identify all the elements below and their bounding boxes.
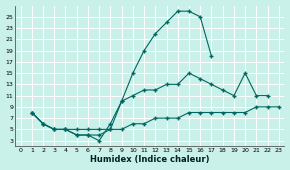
X-axis label: Humidex (Indice chaleur): Humidex (Indice chaleur)	[90, 155, 209, 164]
